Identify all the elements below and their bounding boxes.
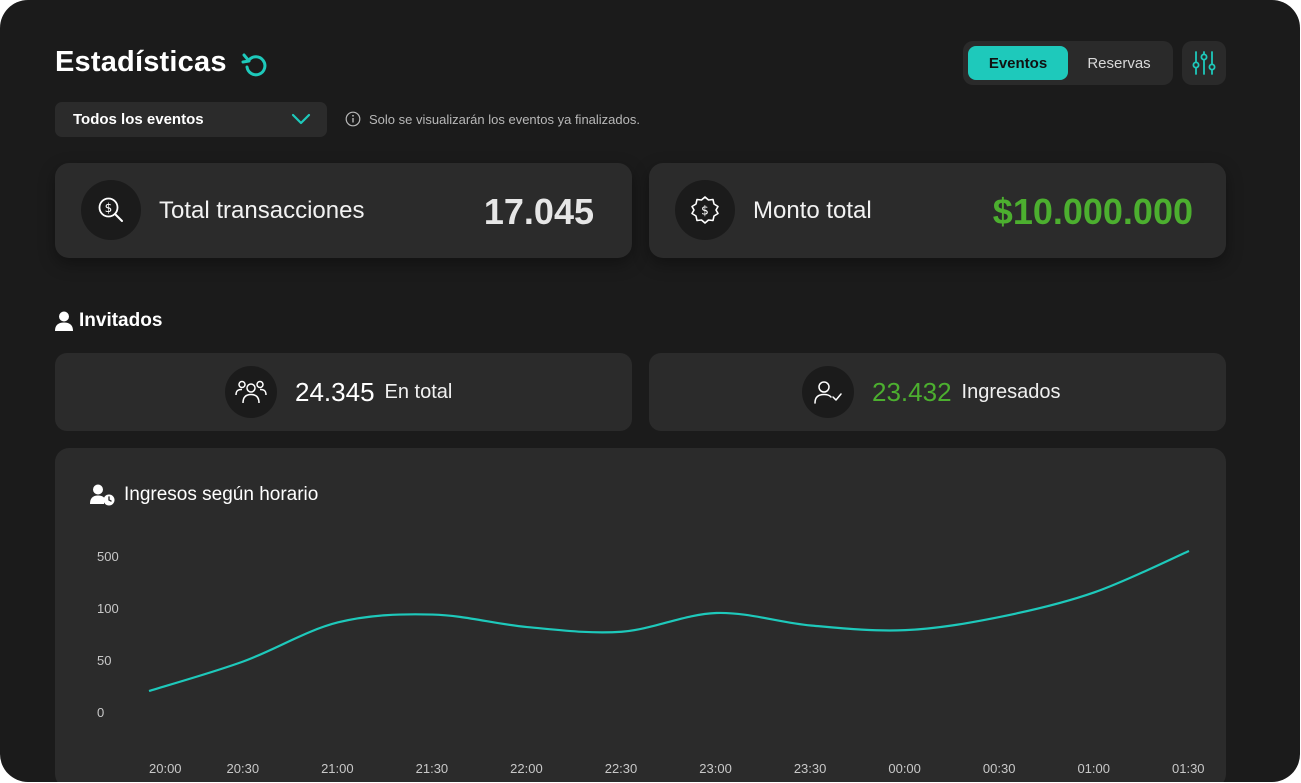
x-tick-label: 23:00 (699, 761, 732, 776)
svg-text:$: $ (701, 204, 709, 218)
y-tick-label: 50 (97, 653, 111, 668)
y-tick-label: 500 (97, 549, 119, 564)
x-tick-label: 20:30 (227, 761, 260, 776)
search-dollar-icon: $ (98, 197, 123, 222)
users-group-icon (235, 380, 267, 404)
amount-value: $10.000.000 (992, 191, 1193, 232)
entries-chart-card: Ingresos según horario 500 100 50 0 20:00 20:… (55, 448, 1226, 782)
amount-label: Monto total (753, 197, 872, 224)
entries-series-line (148, 549, 1190, 693)
chevron-down-icon (291, 113, 311, 125)
tab-eventos[interactable]: Eventos (968, 46, 1068, 80)
guests-entered-label: Ingresados (961, 380, 1061, 403)
transactions-value: 17.045 (483, 191, 594, 232)
view-toggle: Eventos Reservas (963, 41, 1173, 85)
dollar-badge-icon: $ (691, 196, 719, 224)
guests-entered-icon-circle (802, 366, 854, 418)
guests-total-icon-circle (225, 366, 277, 418)
y-tick-label: 0 (97, 705, 104, 720)
info-note-text: Solo se visualizarán los eventos ya fina… (369, 111, 640, 127)
guests-entered-value: 23.432 (872, 376, 952, 407)
x-tick-label: 01:30 (1172, 761, 1205, 776)
y-tick-label: 100 (97, 601, 119, 616)
tab-reservas[interactable]: Reservas (1087, 54, 1151, 72)
info-icon (345, 111, 361, 127)
event-select[interactable]: Todos los eventos (55, 102, 327, 137)
page-title: Estadísticas (55, 46, 227, 78)
transactions-icon-circle: $ (81, 180, 141, 240)
refresh-icon[interactable] (240, 50, 268, 78)
x-tick-label: 22:30 (605, 761, 638, 776)
x-tick-label: 21:30 (416, 761, 449, 776)
guests-section-label: Invitados (79, 310, 163, 331)
x-tick-label: 21:00 (321, 761, 354, 776)
user-clock-icon (90, 484, 115, 506)
guests-section-title: Invitados (55, 310, 162, 332)
x-tick-label: 22:00 (510, 761, 543, 776)
chart-title-text: Ingresos según horario (124, 484, 319, 505)
guests-total-card: 24.345 En total (55, 353, 632, 431)
info-note: Solo se visualizarán los eventos ya fina… (345, 111, 640, 127)
amount-card: $ Monto total $10.000.000 (649, 163, 1226, 258)
x-tick-label: 01:00 (1077, 761, 1110, 776)
amount-icon-circle: $ (675, 180, 735, 240)
x-tick-label: 20:00 (149, 761, 182, 776)
x-tick-label: 00:00 (888, 761, 921, 776)
chart-title: Ingresos según horario (90, 484, 318, 506)
guests-entered-card: 23.432 Ingresados (649, 353, 1226, 431)
guests-total-label: En total (384, 380, 453, 403)
x-tick-label: 23:30 (794, 761, 827, 776)
event-select-value: Todos los eventos (73, 111, 204, 128)
user-check-icon (814, 381, 842, 404)
transactions-label: Total transacciones (159, 197, 365, 224)
user-icon (55, 311, 73, 331)
sliders-icon (1192, 51, 1216, 75)
guests-total-value: 24.345 (295, 376, 375, 407)
svg-text:$: $ (105, 201, 113, 215)
filter-settings-button[interactable] (1182, 41, 1226, 85)
x-tick-label: 00:30 (983, 761, 1016, 776)
transactions-card: $ Total transacciones 17.045 (55, 163, 632, 258)
